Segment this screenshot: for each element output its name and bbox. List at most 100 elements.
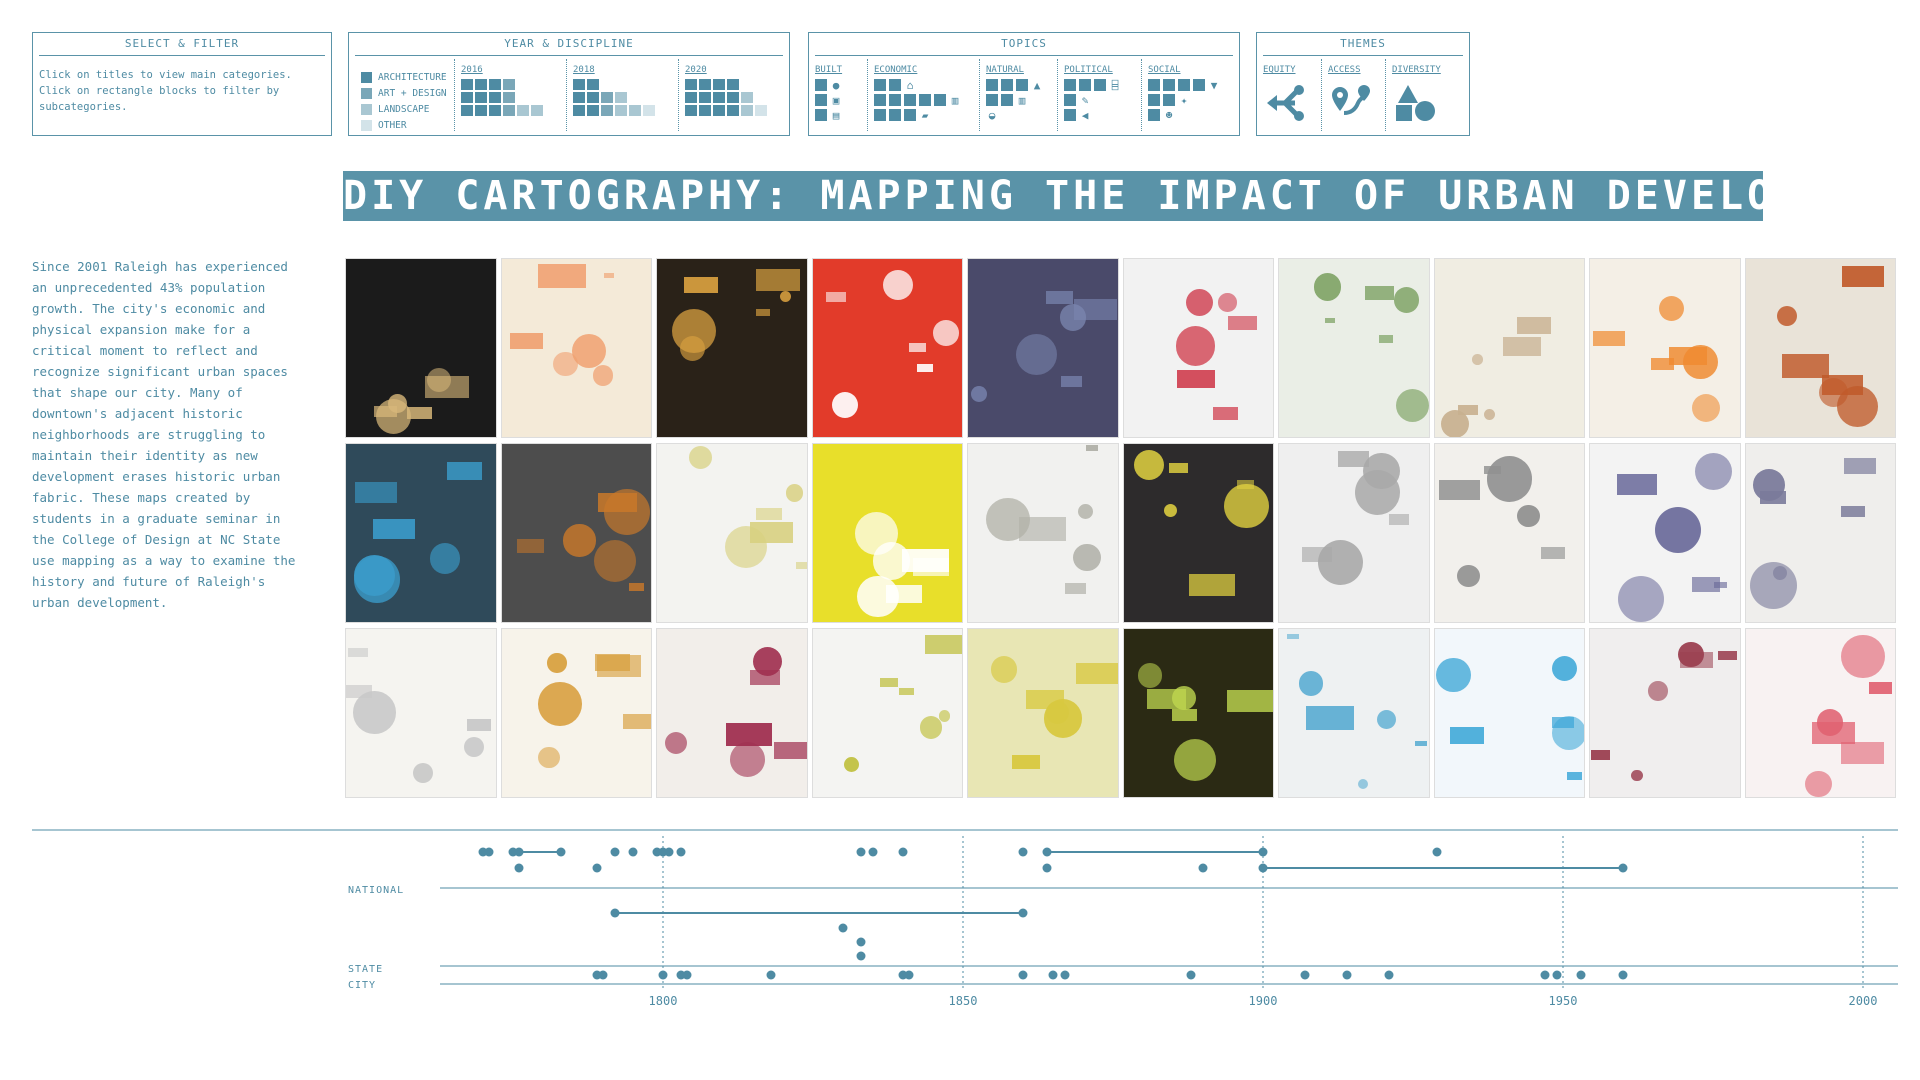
event-dot[interactable] xyxy=(1552,970,1562,980)
map-thumbnail[interactable] xyxy=(1589,258,1741,438)
map-thumbnail[interactable] xyxy=(1589,628,1741,798)
legend-architecture[interactable]: ARCHITECTURE xyxy=(361,69,447,85)
event-dot[interactable] xyxy=(1060,970,1070,980)
filter-block[interactable] xyxy=(601,92,613,103)
filter-block[interactable] xyxy=(503,105,515,116)
map-thumbnail[interactable] xyxy=(656,628,808,798)
filter-block[interactable] xyxy=(889,94,901,106)
filter-block[interactable] xyxy=(685,79,697,90)
map-thumbnail[interactable] xyxy=(1278,258,1430,438)
filter-block[interactable] xyxy=(489,105,501,116)
filter-block[interactable] xyxy=(475,105,487,116)
event-dot[interactable] xyxy=(1018,847,1028,857)
map-thumbnail[interactable] xyxy=(811,258,963,438)
filter-block[interactable] xyxy=(713,92,725,103)
filter-block[interactable] xyxy=(713,105,725,116)
map-thumbnail[interactable] xyxy=(811,628,963,798)
event-dot[interactable] xyxy=(1186,970,1196,980)
filter-block[interactable] xyxy=(475,79,487,90)
filter-block[interactable] xyxy=(699,79,711,90)
map-thumbnail[interactable] xyxy=(345,443,497,623)
event-dot[interactable] xyxy=(628,847,638,857)
filter-block[interactable] xyxy=(475,92,487,103)
event-dot[interactable] xyxy=(598,970,608,980)
filter-block[interactable] xyxy=(986,79,998,91)
filter-block[interactable] xyxy=(461,92,473,103)
year-discipline-title[interactable]: YEAR & DISCIPLINE xyxy=(504,37,634,50)
event-dot[interactable] xyxy=(1258,847,1268,857)
filter-block[interactable] xyxy=(1016,79,1028,91)
event-dot[interactable] xyxy=(1042,863,1052,873)
map-thumbnail[interactable] xyxy=(500,628,652,798)
filter-block[interactable] xyxy=(1163,94,1175,106)
filter-block[interactable] xyxy=(934,94,946,106)
year-2016-header[interactable]: 2016 xyxy=(461,65,483,75)
year-2018-header[interactable]: 2018 xyxy=(573,65,595,75)
event-dot[interactable] xyxy=(1618,970,1628,980)
theme-access-header[interactable]: ACCESS xyxy=(1328,65,1361,75)
themes-title[interactable]: THEMES xyxy=(1340,37,1386,50)
map-thumbnail[interactable] xyxy=(500,443,652,623)
map-thumbnail[interactable] xyxy=(656,258,808,438)
event-dot[interactable] xyxy=(1618,863,1628,873)
filter-block[interactable] xyxy=(587,79,599,90)
filter-block[interactable] xyxy=(517,105,529,116)
filter-block[interactable] xyxy=(1148,79,1160,91)
event-dot[interactable] xyxy=(904,970,914,980)
filter-block[interactable] xyxy=(685,92,697,103)
map-thumbnail[interactable] xyxy=(345,628,497,798)
filter-block[interactable] xyxy=(1193,79,1205,91)
filter-block[interactable] xyxy=(629,105,641,116)
map-thumbnail[interactable] xyxy=(1744,628,1896,798)
event-dot[interactable] xyxy=(664,847,674,857)
filter-block[interactable] xyxy=(1148,94,1160,106)
filter-block[interactable] xyxy=(573,79,585,90)
filter-block[interactable] xyxy=(489,92,501,103)
map-thumbnail[interactable] xyxy=(656,443,808,623)
filter-block[interactable] xyxy=(699,92,711,103)
filter-block[interactable] xyxy=(727,79,739,90)
event-dot[interactable] xyxy=(868,847,878,857)
filter-block[interactable] xyxy=(986,94,998,106)
filter-block[interactable] xyxy=(573,105,585,116)
topic-political-header[interactable]: POLITICAL xyxy=(1064,65,1113,75)
filter-block[interactable] xyxy=(615,105,627,116)
filter-block[interactable] xyxy=(1064,79,1076,91)
filter-block[interactable] xyxy=(904,109,916,121)
event-dot[interactable] xyxy=(1300,970,1310,980)
map-thumbnail[interactable] xyxy=(1433,443,1585,623)
filter-block[interactable] xyxy=(889,109,901,121)
filter-block[interactable] xyxy=(874,109,886,121)
event-dot[interactable] xyxy=(856,847,866,857)
event-dot[interactable] xyxy=(1258,863,1268,873)
filter-block[interactable] xyxy=(727,92,739,103)
filter-block[interactable] xyxy=(1148,109,1160,121)
filter-block[interactable] xyxy=(741,105,753,116)
select-filter-title[interactable]: SELECT & FILTER xyxy=(124,37,240,50)
filter-block[interactable] xyxy=(503,79,515,90)
filter-block[interactable] xyxy=(685,105,697,116)
filter-block[interactable] xyxy=(461,105,473,116)
event-dot[interactable] xyxy=(514,863,524,873)
filter-block[interactable] xyxy=(1064,94,1076,106)
event-dot[interactable] xyxy=(1576,970,1586,980)
topic-economic-header[interactable]: ECONOMIC xyxy=(874,65,918,75)
event-dot[interactable] xyxy=(1384,970,1394,980)
event-dot[interactable] xyxy=(1018,970,1028,980)
filter-block[interactable] xyxy=(1079,79,1091,91)
filter-block[interactable] xyxy=(874,94,886,106)
map-thumbnail[interactable] xyxy=(811,443,963,623)
map-thumbnail[interactable] xyxy=(1278,443,1430,623)
filter-block[interactable] xyxy=(461,79,473,90)
event-dot[interactable] xyxy=(658,970,668,980)
filter-block[interactable] xyxy=(727,105,739,116)
map-thumbnail[interactable] xyxy=(1122,258,1274,438)
filter-block[interactable] xyxy=(904,94,916,106)
filter-block[interactable] xyxy=(1178,79,1190,91)
filter-block[interactable] xyxy=(1001,94,1013,106)
filter-block[interactable] xyxy=(699,105,711,116)
map-thumbnail[interactable] xyxy=(1278,628,1430,798)
filter-block[interactable] xyxy=(615,92,627,103)
filter-block[interactable] xyxy=(755,105,767,116)
theme-equity-header[interactable]: EQUITY xyxy=(1263,65,1296,75)
